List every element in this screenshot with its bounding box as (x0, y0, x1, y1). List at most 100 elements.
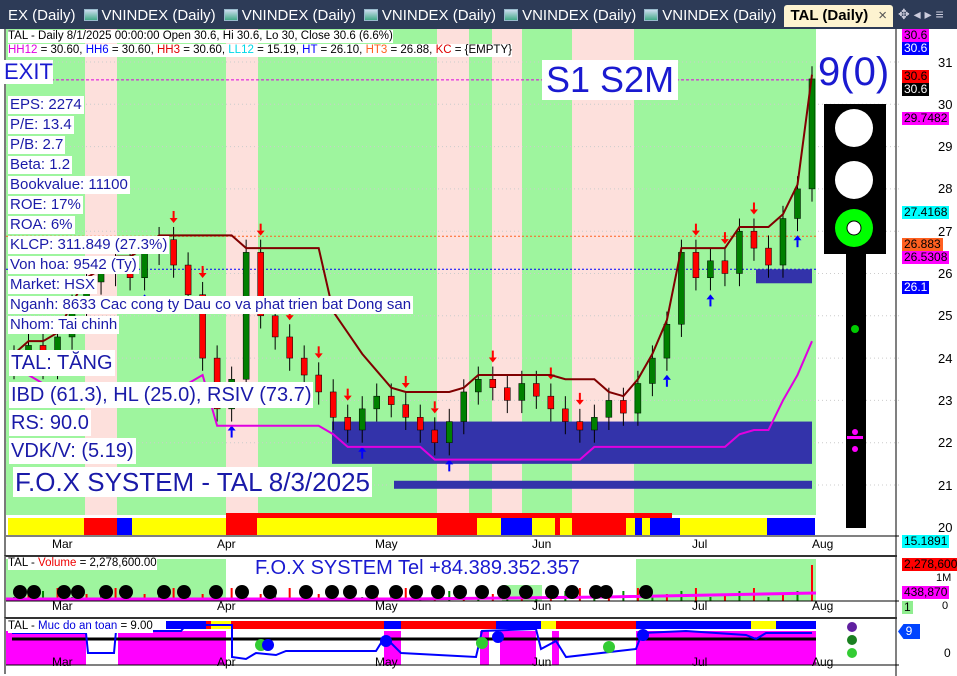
volume-signal-dot (13, 585, 27, 599)
volume-signal-dot (99, 585, 113, 599)
fundamental-item: Nganh: 8633 Cac cong ty Dau co va phat t… (8, 296, 414, 314)
safety-band-segment (776, 621, 816, 629)
buy-arrow-icon (793, 235, 802, 241)
safety-chart (6, 619, 899, 676)
state-band-segment (117, 518, 132, 535)
volume-bar (767, 597, 770, 601)
candle (141, 252, 148, 278)
volume-signal-dot (27, 585, 41, 599)
signal-label: S1 S2M (542, 60, 679, 100)
state-band-segment (767, 518, 815, 535)
volume-bar (404, 588, 407, 601)
tab-label: VNINDEX (Daily) (241, 7, 356, 24)
price-pane[interactable] (4, 29, 899, 555)
candle (547, 395, 555, 410)
volume-signal-dot (389, 585, 403, 599)
tab-vnindex[interactable]: VNINDEX (Daily) (363, 5, 496, 27)
volume-title: TAL - Volume = 2,278,600.00 (8, 557, 157, 570)
candle (431, 429, 439, 443)
state-band-top (226, 513, 672, 518)
state-band-segment (555, 518, 560, 535)
state-band-segment (532, 518, 555, 535)
safety-axis-tick: 0 (944, 646, 951, 660)
price-tag: 29.7482 (902, 111, 950, 125)
candle (765, 247, 772, 266)
tab-tal[interactable]: TAL (Daily) × (784, 5, 893, 27)
candle (97, 273, 105, 283)
month-label: Jun (532, 537, 552, 551)
candle (533, 383, 540, 397)
fundamental-item: ROE: 17% (8, 196, 83, 214)
volume-signal-dot (409, 585, 423, 599)
safety-band-segment (496, 621, 542, 629)
volume-signal-dot (343, 585, 357, 599)
volume-signal-dot (565, 585, 579, 599)
sell-arrow-icon (285, 315, 294, 321)
candle (199, 294, 206, 359)
safety-band (166, 621, 816, 629)
volume-bar (172, 588, 175, 601)
buy-arrow-icon (445, 459, 454, 465)
tab-vnindex[interactable]: VNINDEX (Daily) (83, 5, 216, 27)
sell-arrow-icon (401, 382, 410, 388)
volume-bar (665, 594, 668, 601)
sell-arrow-icon (343, 395, 352, 401)
signal-dot (852, 446, 858, 452)
month-label: Jul (692, 537, 708, 551)
safety-status-dot (847, 622, 857, 632)
candle (576, 421, 584, 431)
candle (184, 264, 192, 295)
safety-title: TAL - Muc do an toan = 9.00 (8, 620, 153, 633)
light-red-off (835, 109, 873, 147)
tab-vnindex[interactable]: EX (Daily) (8, 5, 76, 27)
candle (504, 387, 511, 401)
month-label: Aug (812, 655, 834, 669)
candle (489, 379, 497, 388)
volume-pane[interactable] (4, 555, 899, 617)
light-green-center (846, 220, 862, 236)
month-label: Jul (692, 599, 708, 613)
volume-signal-dot (519, 585, 533, 599)
volume-signal-dot (177, 585, 191, 599)
tab-row: EX (Daily) VNINDEX (Daily) VNINDEX (Daily)… (0, 5, 893, 29)
candle (417, 417, 424, 431)
volume-bar (578, 588, 581, 601)
fundamental-item: Market: HSX (8, 276, 98, 294)
safety-signal-dot (637, 629, 649, 641)
candle (257, 252, 264, 317)
candle (300, 357, 308, 376)
safety-pane[interactable] (4, 617, 899, 676)
candle (344, 417, 351, 431)
sell-arrow-icon (488, 357, 497, 363)
vdk-label: VDK/V: (5.19) (9, 438, 136, 464)
price-tick: 29 (938, 139, 953, 155)
close-tab-icon[interactable]: × (878, 7, 887, 24)
chart-icon (363, 9, 378, 21)
candle (750, 230, 758, 249)
volume-bar (723, 594, 726, 601)
fundamental-item: KLCP: 311.849 (27.3%) (8, 236, 170, 254)
safety-zone (552, 631, 559, 665)
signal-dash (847, 436, 863, 439)
month-label: Jun (532, 599, 552, 613)
price-tick: 22 (938, 435, 953, 451)
indicator-value: = 15.19, (253, 44, 303, 56)
volume-tag: 438,870 (902, 585, 950, 599)
tab-vnindex[interactable]: VNINDEX (Daily) (504, 5, 636, 27)
price-tick: 30 (938, 96, 953, 112)
tab-label: TAL (Daily) (790, 7, 869, 24)
volume-signal-dot (299, 585, 313, 599)
indicator-value: = 30.60, (37, 44, 86, 56)
volume-chart (6, 557, 899, 617)
safety-signal-dot (380, 635, 392, 647)
volume-bar (448, 591, 451, 601)
score-label: 9(0) (818, 50, 890, 94)
tab-vnindex[interactable]: VNINDEX (Daily) (644, 5, 776, 27)
tab-vnindex[interactable]: VNINDEX (Daily) (223, 5, 356, 27)
price-tick: 28 (938, 181, 953, 197)
indicator-value: = 26.88, (387, 44, 436, 56)
candle (721, 260, 729, 274)
tab-nav-icons[interactable]: ✥ ◂ ▸ ≡ (898, 6, 944, 22)
signal-pole (846, 252, 866, 528)
chart-header-line2: HH12 = 30.60, HH6 = 30.60, HH3 = 30.60, … (8, 44, 512, 57)
